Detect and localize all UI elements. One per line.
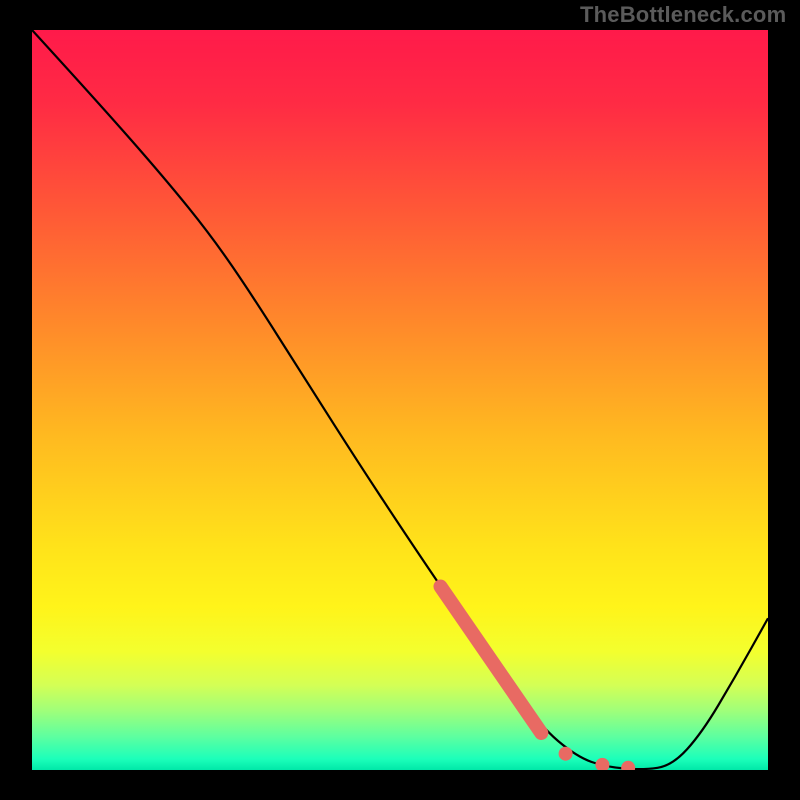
gradient-background bbox=[32, 30, 768, 770]
chart-frame: TheBottleneck.com bbox=[0, 0, 800, 800]
watermark-text: TheBottleneck.com bbox=[580, 2, 786, 28]
plot-svg bbox=[32, 30, 768, 770]
highlight-dot bbox=[559, 747, 573, 761]
